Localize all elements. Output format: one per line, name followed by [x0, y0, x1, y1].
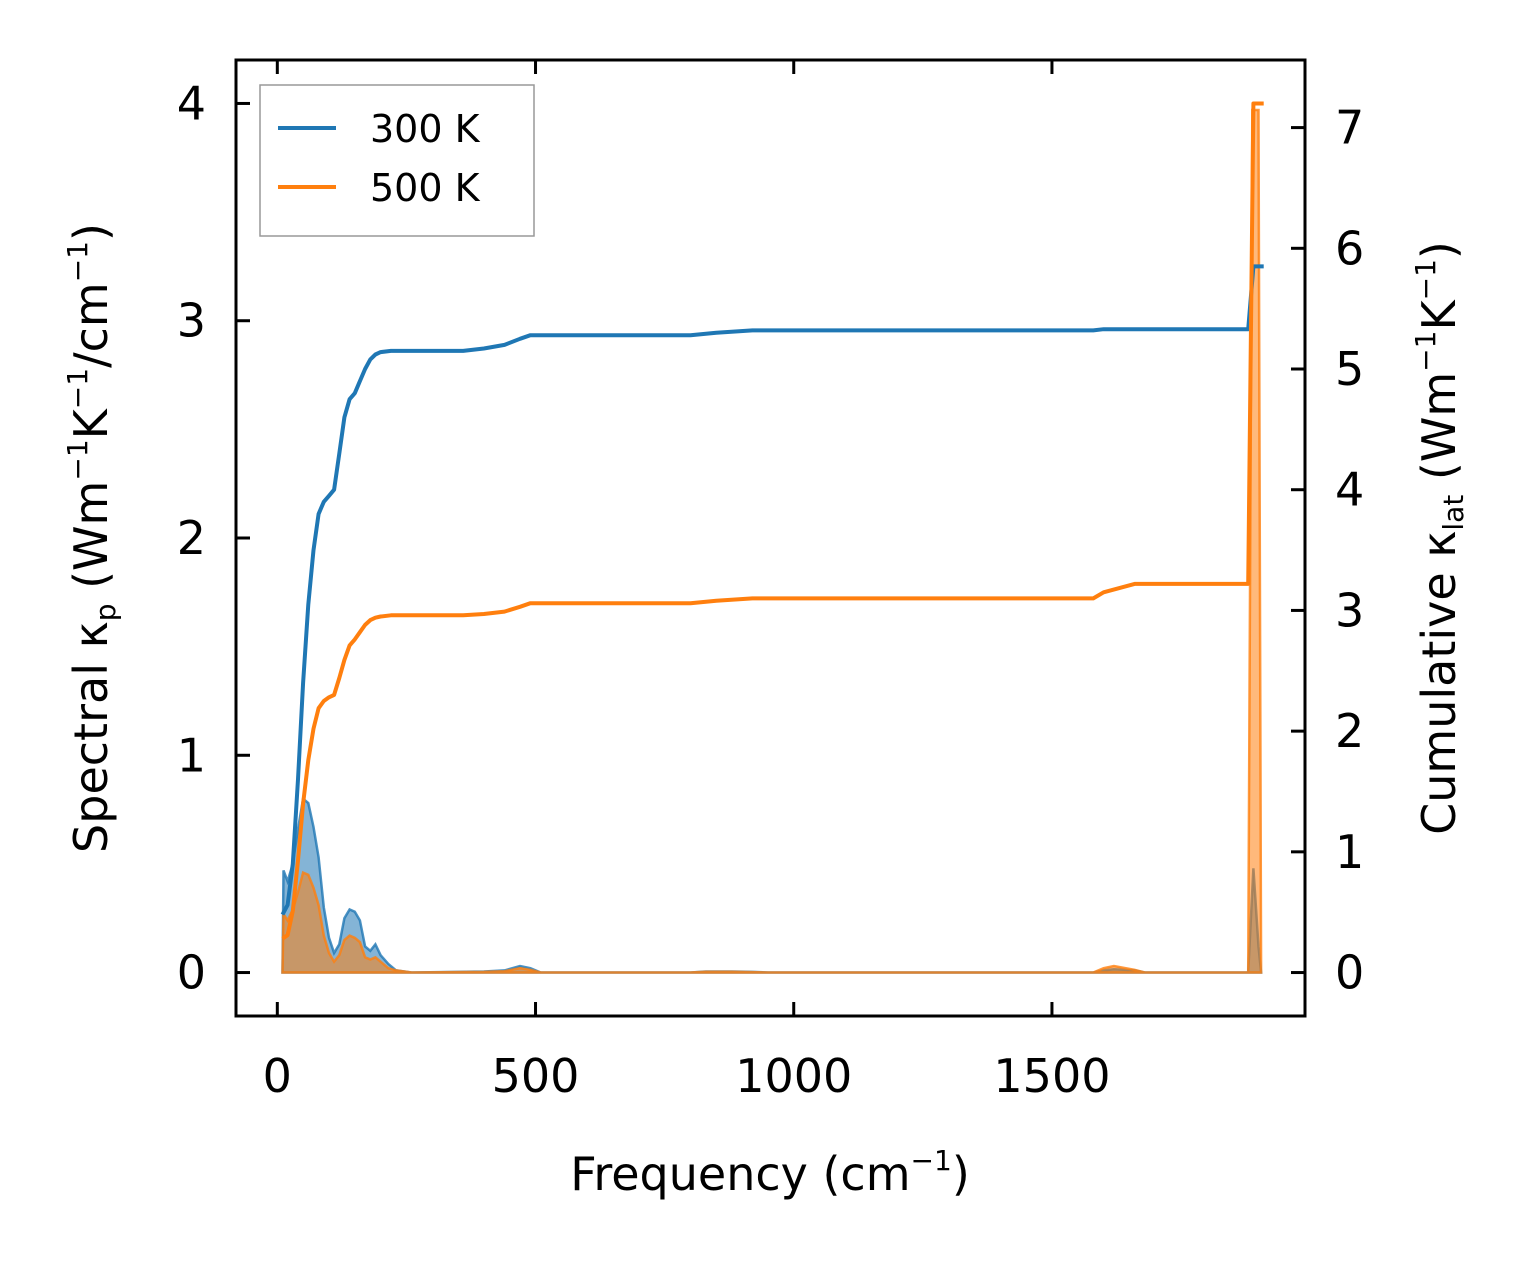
y-tick-label-right: 4 [1335, 463, 1364, 517]
y-tick-label-right: 6 [1335, 221, 1364, 275]
y-tick-label-right: 1 [1335, 825, 1364, 879]
cumulative-line-500k [281, 101, 1264, 941]
x-tick-label: 1500 [993, 1049, 1110, 1103]
y-tick-label-right: 3 [1335, 583, 1364, 637]
y-tick-label-right: 2 [1335, 704, 1364, 758]
y-tick-label-left: 3 [177, 294, 206, 348]
cumulative-lines [280, 101, 1264, 941]
y-axis-label-right: Cumulative κlat (Wm−1K−1) [1409, 241, 1470, 835]
axis-ticks: 0 500 1000 1500 0 1 2 3 4 0 1 2 3 4 5 6 7 [177, 60, 1364, 1103]
x-axis-label: Frequency (cm−1) [570, 1144, 970, 1201]
y-tick-label-left: 4 [177, 76, 206, 130]
spectral-area-500k [281, 108, 1263, 974]
spectral-area-300k [281, 796, 1263, 974]
y-tick-label-right: 0 [1335, 946, 1364, 1000]
cumulative-line-300k [280, 264, 1264, 916]
y-tick-label-left: 0 [177, 946, 206, 1000]
legend-box [259, 84, 535, 237]
legend-label-500k: 500 K [370, 166, 481, 210]
y-tick-label-left: 2 [177, 511, 206, 565]
y-tick-label-left: 1 [177, 728, 206, 782]
legend-label-300k: 300 K [370, 107, 481, 151]
y-axis-label-left: Spectral κp (Wm−1K−1/cm−1) [61, 223, 122, 853]
x-tick-label: 0 [263, 1049, 292, 1103]
y-tick-label-right: 7 [1335, 101, 1364, 155]
x-tick-label: 500 [492, 1049, 580, 1103]
spectral-areas [281, 108, 1263, 974]
x-tick-label: 1000 [735, 1049, 852, 1103]
legend: 300 K 500 K [259, 84, 535, 237]
y-tick-label-right: 5 [1335, 342, 1364, 396]
